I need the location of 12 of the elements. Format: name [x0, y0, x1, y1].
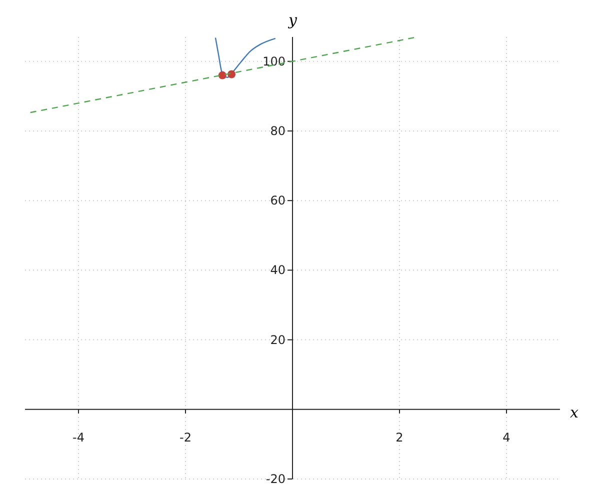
- x-tick-label: -4: [72, 430, 84, 444]
- y-tick-label: 40: [270, 263, 286, 278]
- y-tick-label: 100: [262, 54, 286, 68]
- x-tick-label: 4: [502, 430, 510, 444]
- x-axis-title: x: [570, 403, 579, 422]
- x-tick-label: 2: [396, 430, 404, 444]
- y-tick-label: 80: [270, 124, 286, 138]
- y-axis-title: y: [288, 11, 298, 29]
- x-tick-label: -2: [180, 430, 192, 444]
- y-tick-label: -20: [266, 472, 286, 486]
- y-tick-label: 20: [270, 332, 286, 347]
- y-tick-label: 60: [270, 194, 286, 208]
